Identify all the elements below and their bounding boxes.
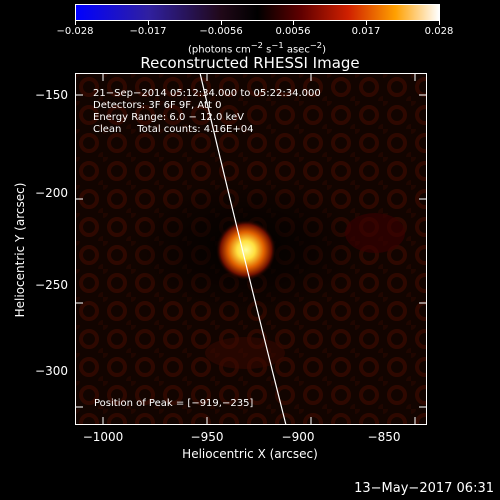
colorbar-tick-label: 0.017: [351, 26, 381, 37]
rhessi-image: [75, 73, 427, 425]
y-tick-label: −250: [35, 278, 68, 292]
x-tick-label: −950: [190, 430, 224, 444]
peak-position: Position of Peak = [−919,−235]: [94, 398, 254, 409]
colorbar: [75, 4, 440, 21]
info-line-energy: Energy Range: 6.0 − 12.0 keV: [93, 112, 244, 123]
axis-ticks: [75, 73, 427, 425]
x-axis-label: Heliocentric X (arcsec): [182, 447, 318, 461]
info-line-time: 21−Sep−2014 05:12:34.000 to 05:22:34.000: [93, 88, 321, 99]
colorbar-tick-mark: [148, 21, 149, 25]
colorbar-tick-label: −0.0056: [199, 26, 243, 37]
flare-source: [216, 220, 276, 280]
colorbar-tick-mark: [439, 21, 440, 25]
colorbar-tick-mark: [293, 21, 294, 25]
y-tick-label: −200: [35, 186, 68, 200]
artifact: [205, 337, 285, 369]
colorbar-tick-label: 0.028: [424, 26, 454, 37]
image-title: Reconstructed RHESSI Image: [140, 54, 360, 72]
y-tick-label: −300: [35, 364, 68, 378]
colorbar-tick-label: −0.017: [129, 26, 167, 37]
colorbar-tick-label: −0.028: [56, 26, 94, 37]
colorbar-unit-label: (photons cm−2 s−1 asec−2): [187, 40, 327, 56]
colorbar-tick-mark: [366, 21, 367, 25]
colorbar-tick-label: 0.0056: [275, 26, 311, 37]
info-line-detectors: Detectors: 3F 6F 9F, Att 0: [93, 100, 222, 111]
x-tick-label: −850: [367, 430, 401, 444]
timestamp: 13−May−2017 06:31: [354, 481, 494, 496]
y-axis-label: Heliocentric Y (arcsec): [13, 182, 27, 318]
x-tick-label: −900: [281, 430, 315, 444]
y-tick-label: −150: [35, 88, 68, 102]
colorbar-tick-mark: [75, 21, 76, 25]
plot-frame: [75, 73, 427, 425]
info-line-counts: Clean Total counts: 4.16E+04: [93, 124, 254, 135]
artifact: [345, 213, 405, 253]
x-tick-label: −1000: [82, 430, 124, 444]
solar-limb: [199, 73, 287, 425]
colorbar-tick-mark: [221, 21, 222, 25]
